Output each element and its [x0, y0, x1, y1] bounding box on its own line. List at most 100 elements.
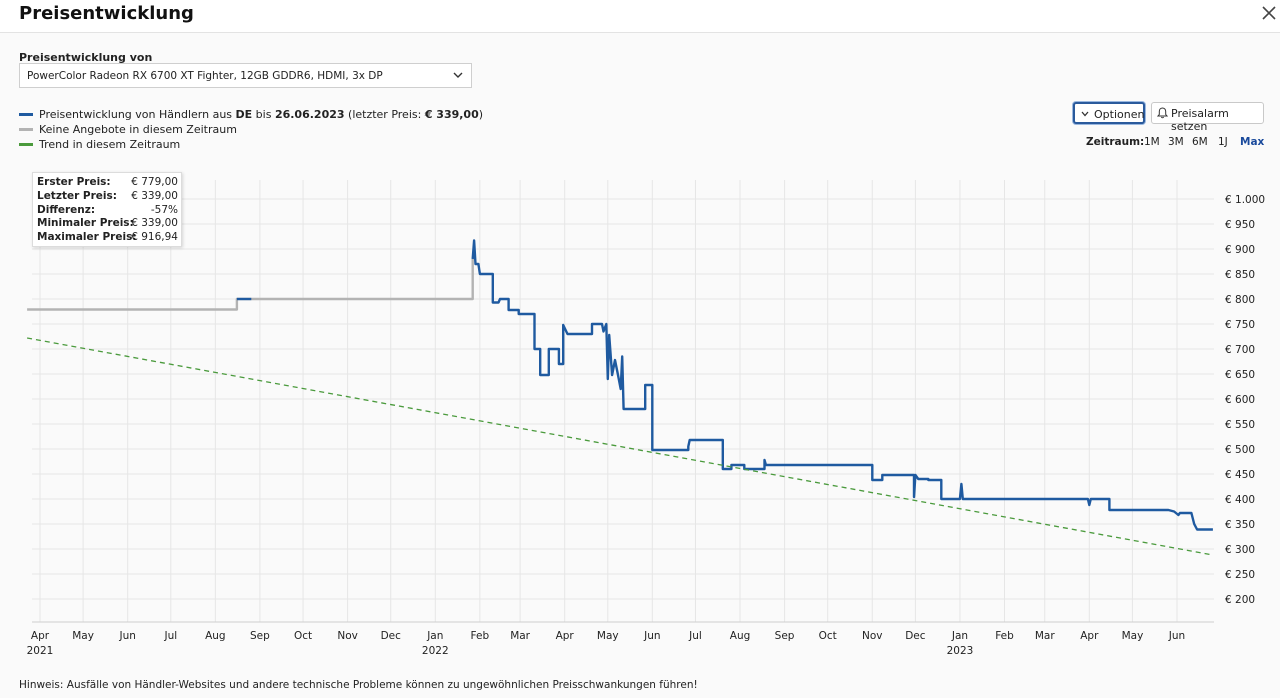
legend-country: DE [235, 108, 253, 121]
y-tick-label: € 300 [1225, 544, 1255, 556]
x-tick-label: Sep [775, 630, 795, 642]
stats-key: Minimaler Preis: [37, 217, 134, 229]
x-tick-label: Jul [163, 630, 177, 642]
x-tick-label: Nov [337, 630, 358, 642]
y-tick-label: € 900 [1225, 244, 1255, 256]
x-tick-label: Jun [1168, 630, 1185, 642]
x-tick-label: Jan [426, 630, 443, 642]
legend-item-none: Keine Angebote in diesem Zeitraum [19, 123, 237, 136]
options-button-label: Optionen [1094, 108, 1145, 121]
y-tick-label: € 850 [1225, 269, 1255, 281]
legend-last-price: € 339,00 [424, 108, 479, 121]
stats-row: Letzter Preis: € 339,00 [37, 190, 178, 203]
legend-price-post1: (letzter Preis: [344, 108, 425, 121]
y-tick-label: € 1.000 [1225, 194, 1265, 206]
bell-icon [1157, 107, 1168, 119]
price-alarm-label: Preisalarm setzen [1171, 107, 1229, 133]
product-select[interactable]: PowerColor Radeon RX 6700 XT Fighter, 12… [19, 63, 472, 88]
y-tick-label: € 450 [1225, 469, 1255, 481]
y-tick-label: € 600 [1225, 394, 1255, 406]
y-tick-label: € 350 [1225, 519, 1255, 531]
x-year-label: 2023 [947, 645, 974, 657]
x-tick-label: Feb [471, 630, 490, 642]
price-alarm-button[interactable]: Preisalarm setzen [1151, 102, 1264, 133]
x-year-label: 2022 [422, 645, 449, 657]
close-icon[interactable] [1262, 3, 1276, 23]
x-tick-label: Dec [905, 630, 926, 642]
x-tick-label: Oct [294, 630, 312, 642]
legend-swatch-none [19, 127, 33, 131]
stats-value: -57% [150, 204, 178, 216]
legend-none-label: Keine Angebote in diesem Zeitraum [39, 123, 237, 136]
chevron-down-icon [1081, 111, 1089, 117]
x-tick-label: May [1122, 630, 1144, 642]
y-tick-label: € 400 [1225, 494, 1255, 506]
zeitraum-1m[interactable]: 1M [1144, 136, 1160, 148]
y-tick-label: € 500 [1225, 444, 1255, 456]
y-tick-label: € 800 [1225, 294, 1255, 306]
x-tick-label: Jan [951, 630, 968, 642]
legend-date: 26.06.2023 [274, 108, 345, 121]
stats-row: Minimaler Preis: € 339,00 [37, 217, 178, 230]
trend-line [26, 337, 1214, 556]
stats-value: € 339,00 [131, 190, 178, 202]
x-tick-label: Jun [643, 630, 660, 642]
y-tick-label: € 200 [1225, 594, 1255, 606]
x-tick-label: Mar [510, 630, 530, 642]
chevron-down-icon [453, 72, 463, 78]
stats-box: Erster Preis: € 779,00 Letzter Preis: € 33… [32, 172, 182, 247]
y-tick-label: € 700 [1225, 344, 1255, 356]
page-title: Preisentwicklung [19, 3, 194, 24]
legend-price-mid: bis [252, 108, 275, 121]
product-select-value: PowerColor Radeon RX 6700 XT Fighter, 12… [27, 70, 383, 82]
y-tick-label: € 650 [1225, 369, 1255, 381]
x-tick-label: Feb [995, 630, 1014, 642]
y-tick-label: € 550 [1225, 419, 1255, 431]
stats-key: Maximaler Preis: [37, 231, 137, 243]
title-bar: Preisentwicklung [0, 0, 1280, 33]
legend-price-pre: Preisentwicklung von Händlern aus [39, 108, 236, 121]
stats-value: € 779,00 [131, 176, 178, 188]
price-chart: Apr 2021 May Jun Jul Aug Sep Oct Nov Dec Jan 2022 Fe… [26, 180, 1265, 657]
y-tick-label: € 950 [1225, 219, 1255, 231]
x-tick-label: May [72, 630, 94, 642]
y-tick-label: € 250 [1225, 569, 1255, 581]
x-tick-label: Mar [1035, 630, 1055, 642]
price-line [471, 239, 1213, 531]
x-tick-label: Oct [819, 630, 837, 642]
x-tick-label: Sep [250, 630, 270, 642]
x-tick-label: Apr [556, 630, 575, 642]
x-tick-label: Nov [862, 630, 883, 642]
y-tick-label: € 750 [1225, 319, 1255, 331]
stats-key: Differenz: [37, 204, 96, 216]
legend-item-trend: Trend in diesem Zeitraum [19, 138, 180, 151]
x-tick-label: Apr [31, 630, 50, 642]
stats-row: Erster Preis: € 779,00 [37, 176, 178, 189]
x-tick-label: May [597, 630, 619, 642]
x-tick-label: Aug [205, 630, 226, 642]
hint-text: Hinweis: Ausfälle von Händler-Websites u… [19, 679, 698, 691]
x-tick-label: Jul [688, 630, 702, 642]
stats-value: € 339,00 [131, 217, 178, 229]
legend-swatch-price [19, 112, 33, 116]
legend-price-post2: ) [478, 108, 484, 121]
stats-value: € 916,94 [131, 231, 178, 243]
x-tick-label: Jun [118, 630, 135, 642]
x-tick-label: Apr [1080, 630, 1099, 642]
legend-swatch-trend [19, 142, 33, 146]
zeitraum-6m[interactable]: 6M [1192, 136, 1208, 148]
zeitraum-1j[interactable]: 1J [1218, 136, 1228, 148]
x-tick-label: Aug [730, 630, 751, 642]
stats-key: Letzter Preis: [37, 190, 117, 202]
legend-item-price: Preisentwicklung von Händlern aus DE bis… [19, 108, 483, 121]
zeitraum-max[interactable]: Max [1240, 136, 1265, 148]
x-tick-label: Dec [381, 630, 402, 642]
options-button[interactable]: Optionen [1073, 102, 1145, 124]
product-select-label: Preisentwicklung von [19, 51, 153, 64]
zeitraum-label: Zeitraum: [1086, 136, 1145, 148]
legend-trend-label: Trend in diesem Zeitraum [39, 138, 181, 151]
stats-row: Differenz: -57% [37, 204, 178, 217]
stats-row: Maximaler Preis: € 916,94 [37, 231, 178, 244]
zeitraum-3m[interactable]: 3M [1168, 136, 1184, 148]
x-year-label: 2021 [27, 645, 54, 657]
